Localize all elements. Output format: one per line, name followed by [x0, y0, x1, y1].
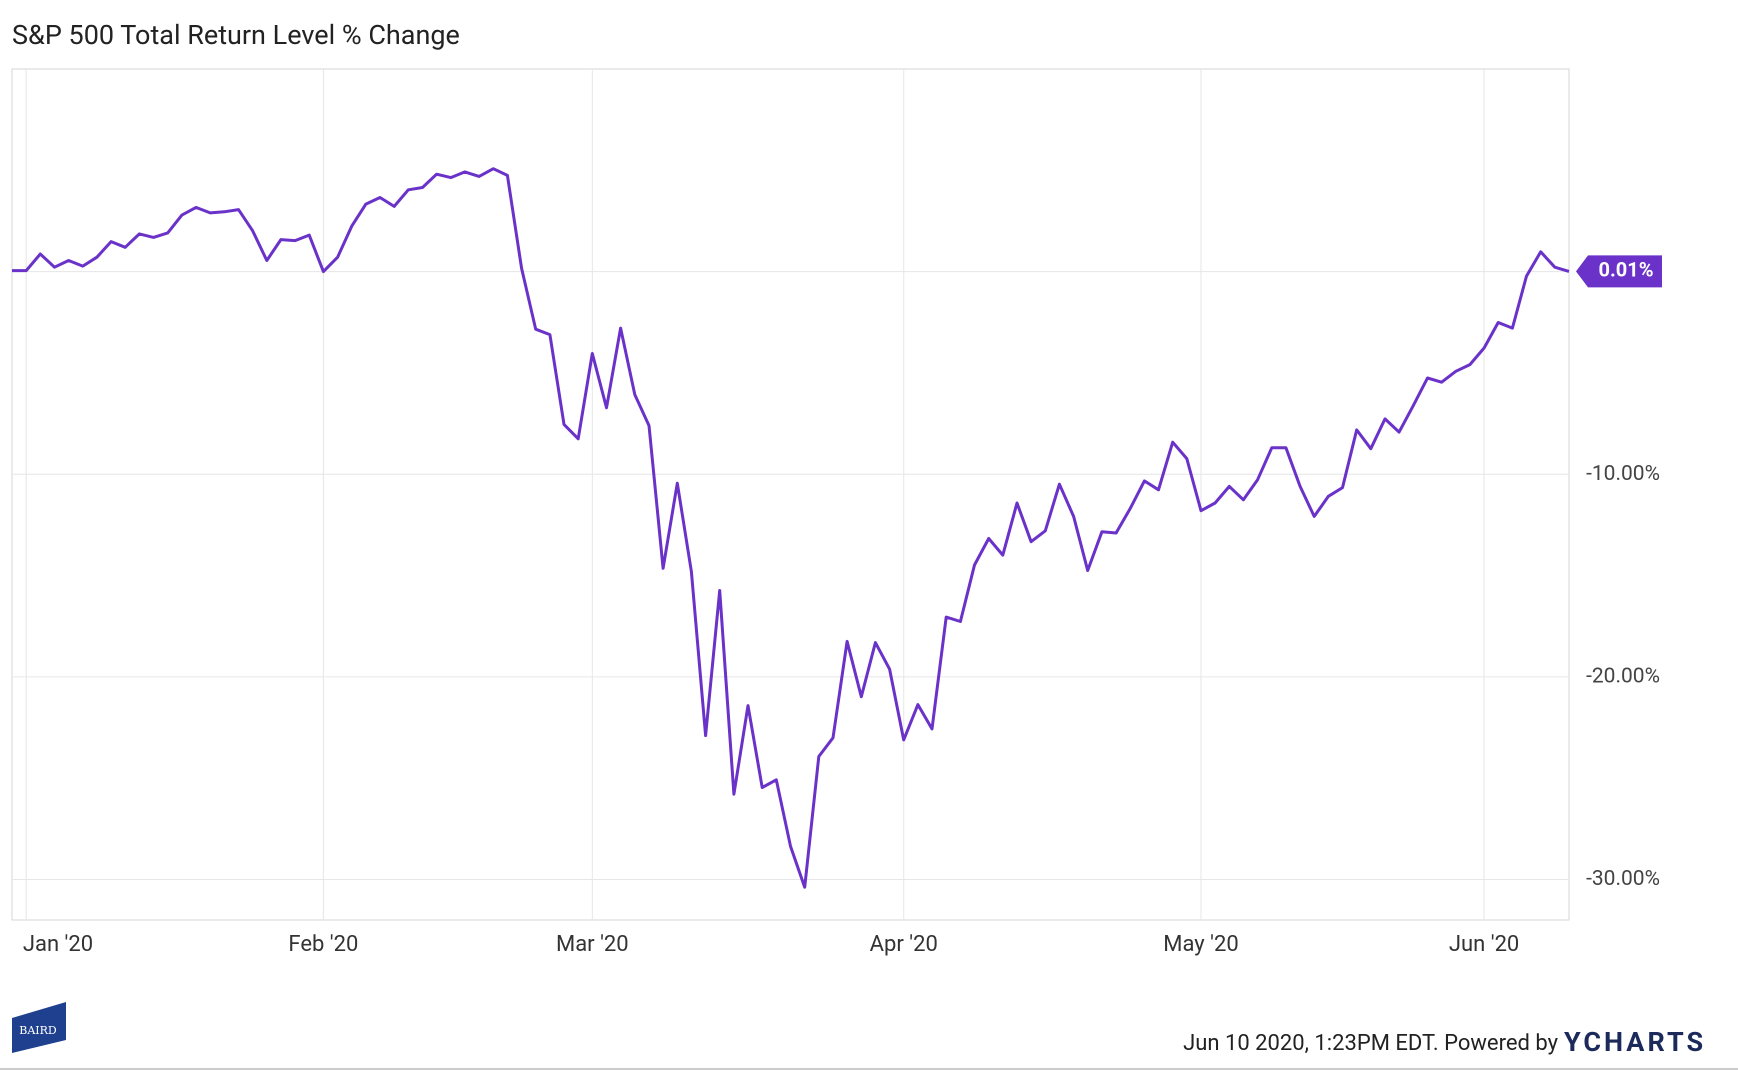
- line: [12, 167, 1570, 889]
- timestamp: Jun 10 2020, 1:23PM EDT. Powered by: [1183, 1031, 1558, 1056]
- value-flag: [1576, 255, 1662, 288]
- x-tick-label: May '20: [1163, 932, 1238, 957]
- brand: YCHARTS: [1564, 1026, 1706, 1058]
- baird-logo-text: BAIRD: [19, 1024, 57, 1037]
- x-tick-label: Jun '20: [1449, 932, 1519, 957]
- value-label: 0.01%: [1598, 258, 1653, 282]
- y-tick-label: -20.00%: [1586, 664, 1660, 688]
- plot-frame: [11, 68, 1570, 921]
- baird-logo: [12, 1002, 66, 1053]
- x-tick-label: Jan '20: [23, 932, 93, 957]
- x-tick-label: Mar '20: [556, 932, 629, 957]
- chart-title: S&P 500 Total Return Level % Change: [12, 19, 460, 51]
- x-tick-label: Apr '20: [870, 932, 938, 957]
- x-tick-label: Feb '20: [288, 932, 358, 957]
- y-tick-label: -10.00%: [1586, 462, 1660, 486]
- y-tick-label: -30.00%: [1586, 867, 1660, 891]
